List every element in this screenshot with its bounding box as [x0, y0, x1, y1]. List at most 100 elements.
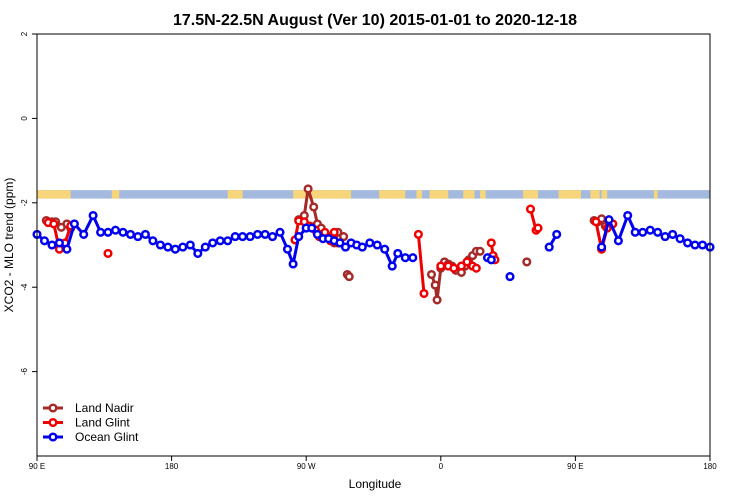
- data-point: [645, 225, 655, 235]
- series-land-nadir: [41, 184, 610, 305]
- series-land-glint: [43, 204, 618, 299]
- data-point: [335, 238, 345, 248]
- data-point: [340, 242, 351, 252]
- data-point: [533, 223, 543, 233]
- data-point: [690, 240, 700, 250]
- data-point: [170, 244, 180, 254]
- data-point: [630, 227, 640, 237]
- data-point: [604, 215, 614, 225]
- land-band: [601, 190, 608, 199]
- y-tick-label: -6: [20, 367, 29, 375]
- legend-marker: [48, 417, 58, 428]
- data-point: [193, 248, 203, 258]
- series-line: [416, 234, 426, 294]
- land-band: [523, 190, 539, 199]
- data-point: [163, 242, 173, 252]
- land-band: [558, 190, 582, 199]
- x-axis-label: Longitude: [349, 477, 402, 491]
- data-point: [230, 232, 240, 242]
- legend-label: Land Glint: [75, 416, 130, 430]
- x-tick-label: 90 E: [29, 462, 45, 471]
- data-point: [103, 227, 113, 237]
- land-band: [653, 190, 658, 199]
- data-point: [79, 229, 89, 239]
- data-point: [54, 238, 64, 248]
- data-point: [591, 217, 601, 227]
- data-point: [294, 232, 304, 242]
- land-band: [480, 190, 486, 199]
- x-tick-label: 90 E: [567, 462, 583, 471]
- data-point: [372, 240, 382, 250]
- data-point: [155, 240, 165, 250]
- data-point: [185, 240, 195, 250]
- data-point: [471, 263, 481, 273]
- x-tick-label: 180: [703, 462, 717, 471]
- y-axis: 2 0 -2 -4 -6: [20, 31, 37, 375]
- chart-title: 17.5N-22.5N August (Ver 10) 2015-01-01 t…: [173, 12, 577, 29]
- data-point: [133, 232, 143, 242]
- data-point: [103, 248, 113, 258]
- data-point: [125, 229, 136, 239]
- x-tick-label: 90 W: [297, 462, 316, 471]
- data-point: [456, 261, 466, 271]
- data-point: [88, 210, 98, 221]
- data-point: [660, 232, 670, 242]
- legend-marker: [48, 432, 58, 442]
- data-point: [413, 229, 423, 239]
- y-tick-label: -2: [20, 199, 29, 207]
- data-point: [697, 240, 708, 250]
- series-layer: [32, 184, 715, 305]
- data-point: [408, 253, 418, 263]
- data-point: [200, 242, 210, 252]
- land-band: [590, 190, 600, 199]
- data-point: [668, 229, 678, 239]
- data-point: [110, 225, 121, 235]
- data-point: [140, 229, 150, 239]
- data-point: [387, 261, 397, 271]
- data-point: [522, 257, 532, 267]
- data-point: [400, 253, 410, 263]
- data-point: [357, 242, 367, 252]
- y-tick-label: -4: [20, 283, 29, 291]
- data-point: [486, 238, 496, 248]
- legend-item: Land Nadir: [43, 401, 134, 415]
- land-band: [293, 190, 352, 199]
- data-point: [380, 244, 390, 254]
- x-tick-label: 180: [165, 462, 179, 471]
- data-point: [39, 236, 50, 246]
- y-axis-label: XCO2 - MLO trend (ppm): [2, 178, 16, 313]
- legend-item: Ocean Glint: [43, 430, 139, 444]
- data-point: [432, 295, 442, 305]
- data-point: [309, 202, 319, 212]
- land-band: [416, 190, 423, 199]
- data-point: [436, 261, 446, 271]
- legend-marker: [48, 403, 58, 413]
- data-point: [288, 259, 298, 269]
- series-ocean-glint: [32, 210, 715, 282]
- x-axis: 90 E 180 90 W 0 90 E 180: [29, 456, 717, 471]
- data-point: [653, 227, 663, 237]
- land-band: [111, 190, 120, 199]
- data-point: [223, 236, 233, 246]
- data-point: [238, 232, 248, 242]
- data-point: [49, 219, 59, 229]
- data-point: [623, 210, 633, 221]
- data-point: [62, 244, 72, 254]
- data-point: [525, 204, 536, 214]
- legend-label: Land Nadir: [75, 401, 134, 415]
- ocean-band: [37, 190, 710, 199]
- data-point: [426, 269, 437, 280]
- data-point: [683, 238, 693, 248]
- land-band: [463, 190, 475, 199]
- data-point: [47, 240, 57, 250]
- legend-item: Land Glint: [43, 416, 130, 430]
- data-point: [215, 236, 225, 246]
- data-point: [148, 236, 158, 246]
- data-point: [638, 227, 648, 237]
- data-point: [505, 272, 515, 282]
- data-point: [275, 227, 285, 237]
- data-point: [613, 236, 623, 246]
- data-point: [344, 272, 354, 282]
- data-point: [307, 223, 317, 233]
